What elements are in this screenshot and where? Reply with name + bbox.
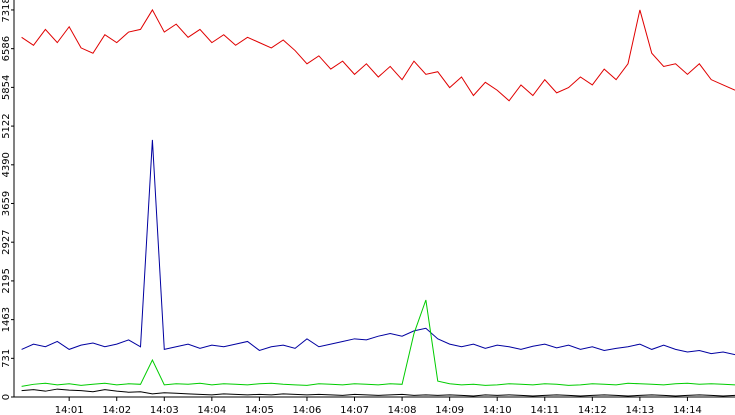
y-tick-label: 4390 [1, 152, 12, 177]
y-tick-label: 3659 [1, 191, 12, 216]
y-tick-label: 7318 [1, 0, 12, 23]
x-tick-label: 14:06 [293, 405, 322, 415]
x-tick-label: 14:10 [483, 405, 512, 415]
x-tick-label: 14:01 [55, 405, 84, 415]
y-tick-label: 2927 [1, 229, 12, 254]
y-tick-label: 5854 [1, 75, 12, 100]
x-tick-label: 14:04 [197, 405, 226, 415]
series-line [21, 299, 735, 387]
y-tick-label: 5122 [1, 113, 12, 138]
y-tick-label: 731 [1, 349, 12, 368]
x-tick-label: 14:05 [245, 405, 274, 415]
x-tick-label: 14:03 [150, 405, 179, 415]
series-line [21, 388, 735, 397]
y-tick-label: 6586 [1, 36, 12, 61]
x-tick-label: 14:07 [340, 405, 369, 415]
y-tick-label: 2195 [1, 268, 12, 293]
x-tick-label: 14:13 [625, 405, 654, 415]
x-tick-label: 14:08 [388, 405, 417, 415]
y-tick-label: 1463 [1, 307, 12, 332]
x-tick-label: 14:12 [578, 405, 607, 415]
x-tick-label: 14:02 [102, 405, 131, 415]
x-tick-label: 14:11 [530, 405, 559, 415]
y-tick-label: 0 [1, 394, 12, 400]
x-tick-label: 14:09 [435, 405, 464, 415]
series-line [21, 139, 735, 356]
series-line [21, 8, 735, 102]
x-tick-label: 14:14 [673, 405, 702, 415]
